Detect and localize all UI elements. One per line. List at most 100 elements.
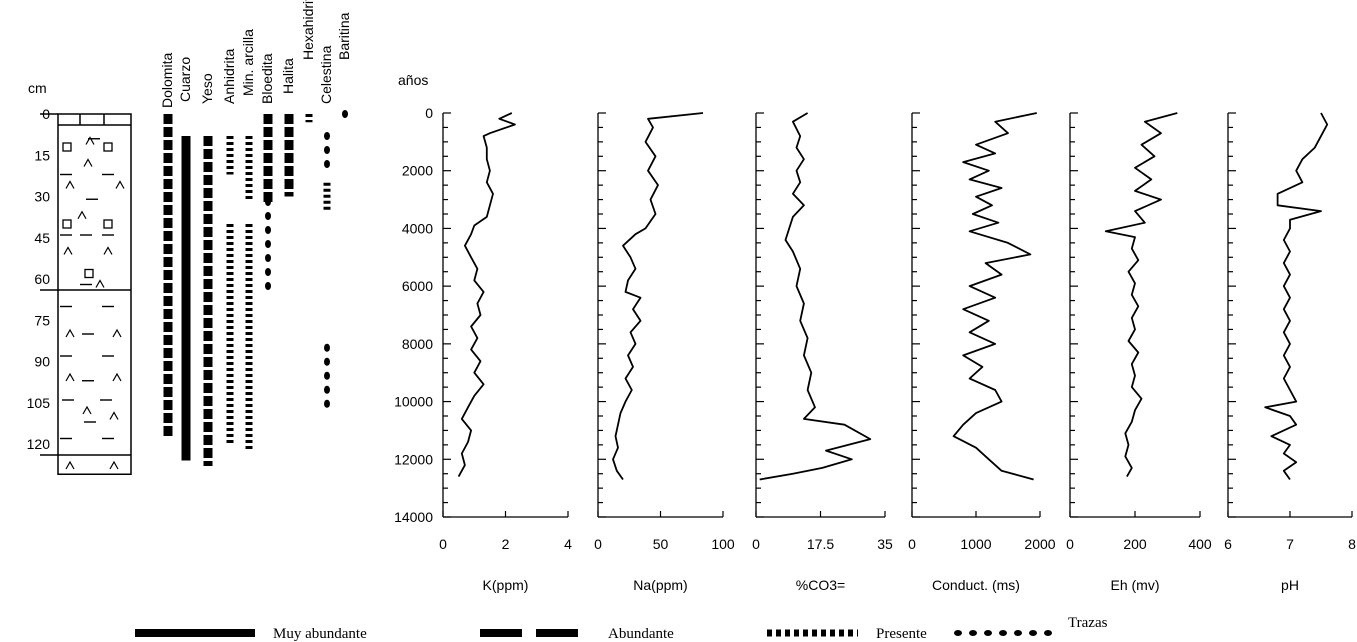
x-tick-label: 1000 (960, 536, 991, 552)
legend-swatch-dots (999, 630, 1007, 636)
x-tick-label: 0 (752, 536, 760, 552)
mineral-label: Baritina (336, 12, 352, 60)
caret-symbol (65, 372, 75, 382)
y-tick-label: 14000 (394, 509, 433, 525)
depth-unit-label: cm (28, 80, 47, 96)
legend-swatch-dots (969, 630, 977, 636)
depth-tick-label: 0 (42, 106, 50, 122)
caret-symbol (112, 328, 122, 338)
depth-tick-label: 105 (27, 395, 51, 411)
mineral-occurrence-chart: Dolomita Cuarzo Yeso Anhidrita Min. arcilla B… (159, 0, 352, 466)
caret-symbol (115, 180, 125, 189)
mineral-label: Hexahidrita (300, 0, 316, 60)
legend-swatch-dots (954, 630, 962, 636)
panel-6: 6 7 8 pH (1224, 112, 1356, 593)
square-symbol (62, 142, 72, 152)
series-line (759, 112, 872, 481)
legend-swatch-dots (984, 630, 992, 636)
mineral-occurrence-dots (324, 371, 330, 380)
mineral-label: Min. arcilla (240, 29, 256, 96)
mineral-occurrence-dots (265, 282, 271, 290)
mineral-occurrence-dots (265, 226, 271, 234)
y-tick-label: 6000 (402, 278, 433, 294)
y-tick-label: 4000 (402, 220, 433, 236)
y-tick-label: 0 (425, 105, 433, 121)
panel-4: 0 1000 2000 Conduct. (ms) (908, 112, 1056, 593)
x-tick-label: 400 (1188, 536, 1212, 552)
legend-swatch-dots (1044, 630, 1052, 636)
mineral-label: Celestina (318, 45, 334, 104)
legend-label: Muy abundante (273, 626, 367, 642)
caret-symbol (82, 405, 92, 415)
series-line (952, 112, 1037, 481)
series-line (1104, 112, 1178, 478)
series-line (457, 112, 516, 478)
x-tick-label: 0 (439, 536, 447, 552)
x-tick-label: 7 (1286, 536, 1294, 552)
depth-axis: cm 0 15 30 45 60 75 90 105 120 (27, 80, 51, 452)
legend-swatch-dots (1029, 630, 1037, 636)
legend-swatch-dots (1014, 630, 1022, 636)
caret-symbol (65, 180, 75, 189)
square-symbol (103, 219, 113, 229)
mineral-occurrence-dots (324, 399, 330, 408)
mineral-label: Dolomita (159, 53, 175, 108)
legend: Muy abundante Abundante Presente Trazas (135, 615, 1108, 642)
x-axis-title: K(ppm) (483, 577, 529, 593)
mineral-label: Yeso (199, 73, 215, 104)
y-axis-label: años (398, 72, 428, 88)
depth-tick-label: 15 (34, 147, 50, 163)
depth-tick-label: 45 (34, 230, 50, 246)
square-symbol (103, 142, 113, 152)
x-axis-title: pH (1281, 577, 1299, 593)
mineral-label: Bloedita (259, 53, 275, 104)
mineral-label: Halita (280, 58, 296, 94)
caret-symbol (83, 158, 93, 167)
panel-5: 0 200 400 Eh (mv) (1066, 112, 1212, 593)
legend-label: Abundante (608, 626, 674, 642)
mineral-occurrence-dots (324, 160, 330, 168)
panel-3: 0 17.5 35 %CO3= (752, 112, 893, 593)
series-line (1264, 112, 1329, 481)
depth-tick-label: 60 (34, 271, 50, 287)
x-axis-title: %CO3= (796, 577, 845, 593)
mineral-label: Cuarzo (177, 57, 193, 102)
x-tick-label: 6 (1224, 536, 1232, 552)
mineral-occurrence-dots (324, 357, 330, 366)
x-tick-label: 2000 (1024, 536, 1055, 552)
x-axis-title: Conduct. (ms) (932, 577, 1020, 593)
depth-tick-label: 120 (27, 436, 51, 452)
x-tick-label: 2 (502, 536, 510, 552)
x-tick-label: 50 (653, 536, 669, 552)
stratigraphic-column (40, 113, 132, 475)
x-tick-label: 0 (908, 536, 916, 552)
caret-symbol (109, 460, 119, 470)
caret-symbol (77, 210, 87, 220)
x-tick-label: 35 (877, 536, 893, 552)
square-symbol (84, 268, 94, 279)
caret-symbol (112, 372, 122, 382)
mineral-occurrence-dots (265, 212, 271, 220)
x-tick-label: 100 (711, 536, 735, 552)
depth-tick-label: 30 (34, 189, 50, 205)
legend-label: Presente (876, 626, 927, 642)
caret-symbol (95, 279, 105, 288)
caret-symbol (65, 328, 75, 338)
x-tick-label: 8 (1348, 536, 1356, 552)
x-tick-label: 4 (564, 536, 572, 552)
mineral-occurrence-dots (265, 254, 271, 262)
mineral-occurrence-dots (324, 385, 330, 394)
x-axis-title: Eh (mv) (1111, 577, 1160, 593)
series-line (612, 112, 704, 481)
mineral-occurrence-dots (265, 240, 271, 248)
square-symbol (62, 219, 72, 229)
geochem-panels: años 0 2 4K(ppm)02000400060008000100001200… (394, 72, 1356, 593)
caret-symbol (103, 246, 113, 255)
caret-symbol (63, 246, 73, 255)
depth-tick-label: 90 (34, 354, 50, 370)
depth-tick-label: 75 (34, 312, 50, 328)
panel-2: 0 50 100 Na(ppm) (594, 112, 735, 593)
mineral-occurrence-dots (265, 198, 271, 206)
y-tick-label: 12000 (394, 451, 433, 467)
